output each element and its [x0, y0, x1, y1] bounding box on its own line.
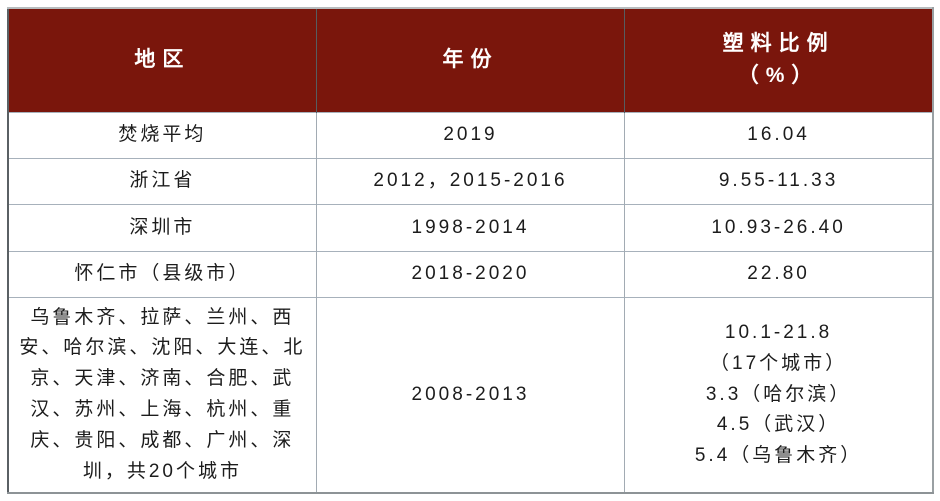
- table-body: 焚烧平均 2019 16.04 浙江省 2012，2015-2016 9.55-…: [8, 111, 933, 493]
- column-header-region: 地区: [8, 8, 317, 112]
- cell-region: 浙江省: [8, 157, 317, 205]
- table-row-zhejiang: 浙江省 2012，2015-2016 9.55-11.33: [8, 157, 933, 205]
- header-row: 地区 年份 塑料比例 （%）: [8, 8, 933, 112]
- cell-year: 2019: [316, 111, 626, 159]
- table-row-shenzhen: 深圳市 1998-2014 10.93-26.40: [8, 204, 933, 252]
- cell-plastic-ratio: 9.55-11.33: [624, 157, 933, 205]
- cell-year: 2008-2013: [316, 296, 626, 493]
- cell-year: 2018-2020: [316, 250, 626, 298]
- table-row-incineration-average: 焚烧平均 2019 16.04: [8, 111, 933, 159]
- cell-region: 乌鲁木齐、拉萨、兰州、西安、哈尔滨、沈阳、大连、北京、天津、济南、合肥、武汉、苏…: [8, 296, 317, 493]
- cell-plastic-ratio: 10.93-26.40: [624, 204, 933, 252]
- cell-year: 1998-2014: [316, 204, 626, 252]
- cell-plastic-ratio: 16.04: [624, 111, 933, 159]
- cell-plastic-ratio: 22.80: [624, 250, 933, 298]
- column-header-plastic-ratio: 塑料比例 （%）: [624, 8, 933, 112]
- cell-year: 2012，2015-2016: [316, 157, 626, 205]
- table-row-20-cities: 乌鲁木齐、拉萨、兰州、西安、哈尔滨、沈阳、大连、北京、天津、济南、合肥、武汉、苏…: [8, 296, 933, 493]
- cell-plastic-ratio: 10.1-21.8 （17个城市） 3.3（哈尔滨） 4.5（武汉） 5.4（乌…: [624, 296, 933, 493]
- table-header: 地区 年份 塑料比例 （%）: [8, 8, 933, 112]
- column-header-year: 年份: [316, 8, 626, 112]
- cell-region: 焚烧平均: [8, 111, 317, 159]
- plastic-ratio-table: 地区 年份 塑料比例 （%） 焚烧平均 2019 16.04 浙江省 2012，…: [7, 7, 934, 494]
- cell-region: 深圳市: [8, 204, 317, 252]
- table-row-huairen: 怀仁市（县级市） 2018-2020 22.80: [8, 250, 933, 298]
- cell-region: 怀仁市（县级市）: [8, 250, 317, 298]
- plastic-ratio-table-container: 地区 年份 塑料比例 （%） 焚烧平均 2019 16.04 浙江省 2012，…: [7, 7, 934, 494]
